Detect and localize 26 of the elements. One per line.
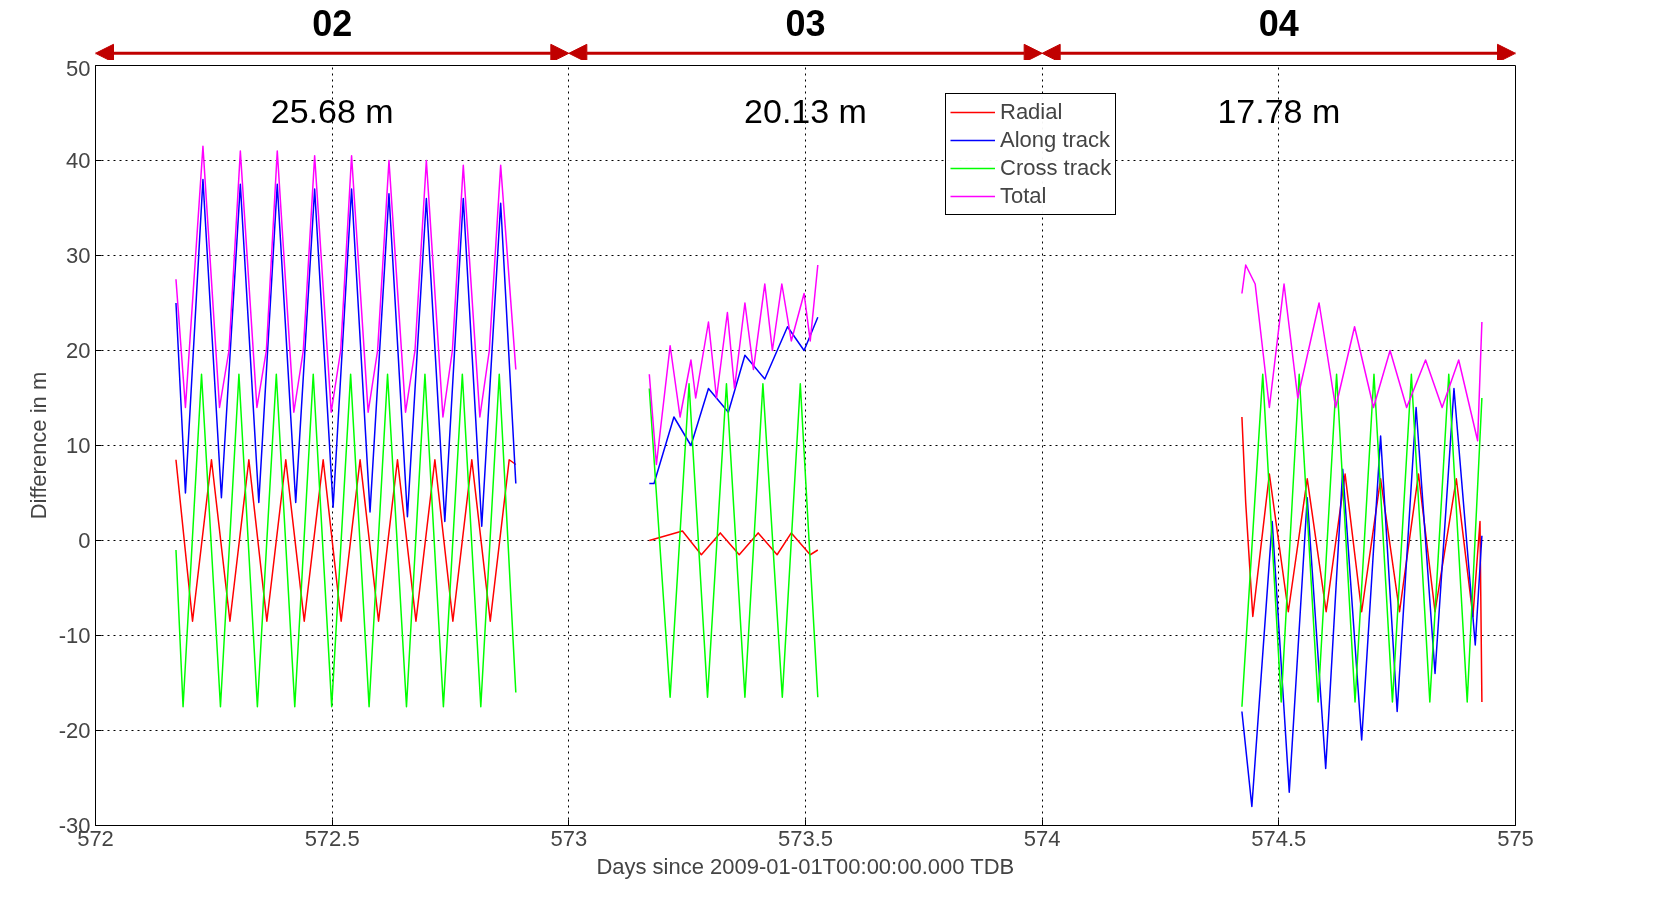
y-tick-label: -20 (58, 718, 91, 743)
annotation: 17.78 m (1217, 92, 1341, 131)
y-tick-label: 30 (66, 243, 91, 268)
legend-label: Along track (1000, 126, 1111, 154)
y-tick-label: -10 (58, 623, 91, 648)
legend-label: Radial (1000, 98, 1063, 126)
y-tick-label: 20 (66, 338, 91, 363)
x-tick-label: 573 (550, 825, 588, 851)
x-axis-title: Days since 2009-01-01T00:00:00.000 TDB (596, 853, 1015, 879)
x-tick-label: 573.5 (777, 825, 834, 851)
y-tick-label: 50 (66, 55, 91, 81)
x-tick-label: 574.5 (1251, 825, 1307, 851)
y-tick-label: 0 (78, 528, 91, 553)
y-tick-label: 40 (66, 148, 91, 173)
legend-label: Total (1000, 182, 1047, 210)
y-axis-title: Difference in m (25, 371, 51, 520)
x-tick-label: 575 (1497, 825, 1534, 851)
annotation: 25.68 m (270, 92, 394, 131)
text: 03 (785, 3, 826, 45)
legend-label: Cross track (1000, 154, 1112, 182)
y-tick-label: 10 (66, 433, 91, 458)
annotation: 20.13 m (744, 92, 867, 131)
text: 02 (312, 3, 353, 45)
x-tick-label: 574 (1023, 825, 1061, 851)
text: 04 (1258, 3, 1299, 45)
x-tick-label: 572.5 (304, 825, 360, 851)
